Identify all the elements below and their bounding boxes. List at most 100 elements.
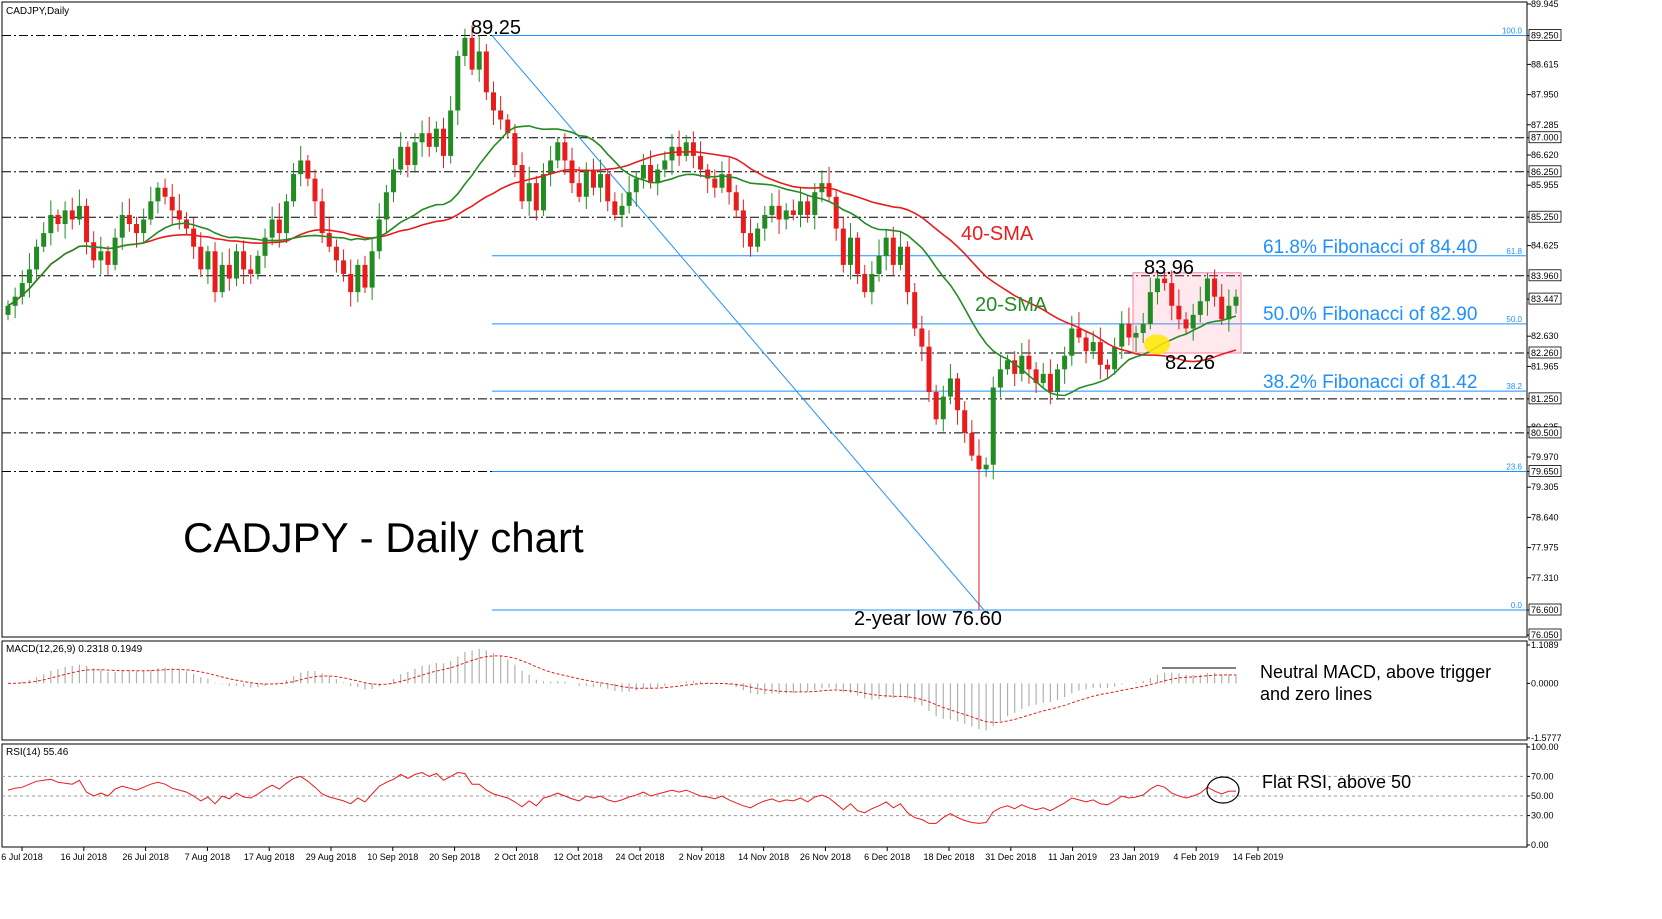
date-tick-label: 26 Jul 2018 [122, 852, 169, 862]
candle-body [533, 183, 539, 211]
candle-body [448, 110, 454, 156]
candle-body [1104, 364, 1110, 370]
rsi-tick-label: 0.00 [1531, 840, 1549, 850]
candle-body [1197, 301, 1203, 315]
price-tick-label: 86.250 [1531, 167, 1559, 177]
price-tag-box [1528, 269, 1562, 282]
rsi-note: Flat RSI, above 50 [1262, 772, 1411, 792]
price-tick-label: 88.615 [1531, 59, 1559, 69]
candle-body [619, 205, 625, 215]
candle-body [305, 160, 311, 179]
macd-note-line1: Neutral MACD, above trigger [1260, 662, 1491, 682]
candle-body [55, 214, 61, 225]
sma-crossover-marker [1144, 334, 1170, 355]
price-tag-box [1528, 465, 1562, 477]
price-tick-label: 83.960 [1531, 271, 1559, 281]
candle-body [833, 196, 839, 229]
candle-body [769, 205, 775, 215]
candle-body [805, 201, 811, 215]
candle-body [119, 214, 125, 238]
candle-body [997, 369, 1003, 388]
price-tick-label: 80.500 [1531, 428, 1559, 438]
candle-body [1090, 342, 1096, 352]
sma40-label: 40-SMA [961, 223, 1034, 245]
candle-body [169, 196, 175, 211]
candle-body [1147, 292, 1153, 324]
candle-body [540, 174, 546, 211]
candle-body [426, 133, 432, 147]
candle-body [590, 169, 596, 188]
candle-body [1076, 328, 1082, 338]
range-low-label: 82.26 [1165, 352, 1215, 374]
candle-body [84, 205, 90, 243]
price-tag-box [1528, 292, 1562, 305]
candle-body [1204, 278, 1210, 302]
candle-body [362, 264, 368, 288]
candle-body [826, 183, 832, 197]
rsi-tick-label: 70.00 [1531, 771, 1554, 781]
candle-body [348, 273, 354, 293]
candle-body [76, 205, 82, 220]
range-high-label: 83.96 [1144, 257, 1194, 279]
macd-tick-label: 0.0000 [1531, 678, 1559, 688]
candle-body [262, 237, 268, 256]
candle-body [283, 201, 289, 234]
candle-body [1212, 278, 1218, 297]
candle-body [62, 210, 68, 225]
candle-body [847, 237, 853, 265]
candle-body [369, 251, 375, 288]
candle-body [490, 92, 496, 111]
rsi-tick-label: 100.00 [1531, 742, 1559, 752]
candle-body [705, 169, 711, 179]
date-tick-label: 4 Feb 2019 [1173, 852, 1219, 862]
candle-body [126, 214, 132, 225]
candle-body [562, 142, 568, 161]
high-label: 89.25 [471, 17, 521, 39]
price-tag-box [1528, 210, 1562, 223]
candle-body [612, 201, 618, 215]
price-tick-label: 85.955 [1531, 180, 1559, 190]
candle-body [719, 174, 725, 188]
candle-body [433, 128, 439, 147]
candle-body [983, 464, 989, 470]
candle-body [698, 155, 704, 170]
price-tag-box [1528, 426, 1562, 439]
candle-body [1040, 373, 1046, 383]
price-tick-label: 76.050 [1531, 630, 1559, 640]
price-tick-label: 87.285 [1531, 120, 1559, 130]
candle-body [1083, 337, 1089, 352]
date-tick-label: 14 Nov 2018 [738, 852, 789, 862]
candle-body [940, 396, 946, 420]
candle-body [969, 432, 975, 456]
candle-body [840, 228, 846, 265]
candle-body [1005, 360, 1011, 370]
fib-500-label: 50.0% Fibonacci of 82.90 [1263, 304, 1477, 325]
candle-body [1133, 333, 1139, 338]
rsi-tick-label: 30.00 [1531, 811, 1554, 821]
candle-body [1162, 278, 1168, 284]
candle-body [583, 169, 589, 197]
candle-body [912, 292, 918, 329]
macd-histogram [14, 648, 1237, 731]
date-tick-label: 16 Jul 2018 [61, 852, 108, 862]
candle-body [762, 214, 768, 229]
date-tick-label: 11 Jan 2019 [1048, 852, 1097, 862]
rsi-level-lines [2, 775, 1527, 817]
candle-body [662, 160, 668, 170]
price-pane-frame [1, 1, 1528, 638]
candle-body [98, 251, 104, 261]
candle-body [376, 219, 382, 252]
candle-body [926, 346, 932, 393]
date-tick-label: 6 Jul 2018 [1, 852, 43, 862]
candle-body [455, 55, 461, 111]
candle-body [876, 255, 882, 274]
candle-body [1126, 323, 1132, 338]
date-tick-label: 20 Sep 2018 [429, 852, 480, 862]
price-tick-label: 87.000 [1531, 133, 1559, 143]
candle-body [955, 378, 961, 411]
low-label: 2-year low 76.60 [854, 608, 1002, 630]
fib-level-tag: 61.8 [1506, 247, 1522, 256]
price-tick-label: 85.250 [1531, 212, 1559, 222]
candle-body [598, 174, 604, 188]
